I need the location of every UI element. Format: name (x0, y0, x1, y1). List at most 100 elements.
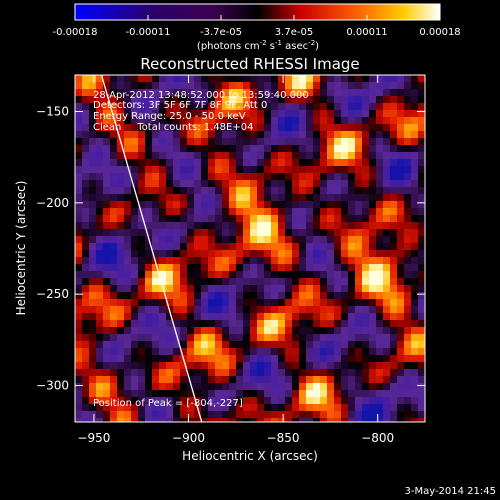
heatmap-cell (201, 82, 209, 90)
heatmap-cell (173, 159, 181, 167)
heatmap-cell (404, 257, 412, 265)
heatmap-cell (362, 404, 370, 412)
colorbar-tick-label: -3.7e-05 (200, 27, 242, 38)
heatmap-cell (341, 208, 349, 216)
heatmap-cell (194, 250, 202, 258)
heatmap-cell (201, 320, 209, 328)
heatmap-cell (173, 397, 181, 405)
heatmap-cell (257, 166, 265, 174)
heatmap-cell (166, 299, 174, 307)
heatmap-cell (292, 250, 300, 258)
heatmap-cell (131, 82, 139, 90)
heatmap-cell (341, 306, 349, 314)
heatmap-cell (411, 278, 419, 286)
heatmap-cell (264, 341, 272, 349)
heatmap-cell (299, 75, 307, 83)
heatmap-cell (229, 145, 237, 153)
heatmap-cell (264, 355, 272, 363)
heatmap-cell (194, 138, 202, 146)
heatmap-cell (124, 215, 132, 223)
heatmap-cell (124, 292, 132, 300)
heatmap-cell (201, 397, 209, 405)
heatmap-cell (152, 369, 160, 377)
heatmap-cell (236, 299, 244, 307)
heatmap-cell (215, 103, 223, 111)
heatmap-cell (96, 264, 104, 272)
heatmap-cell (103, 243, 111, 251)
heatmap-cell (75, 355, 83, 363)
heatmap-cell (243, 306, 251, 314)
heatmap-cell (215, 271, 223, 279)
heatmap-cell (306, 348, 314, 356)
heatmap-cell (362, 397, 370, 405)
heatmap-cell (103, 355, 111, 363)
heatmap-cell (278, 313, 286, 321)
heatmap-cell (89, 222, 97, 230)
heatmap-cell (96, 201, 104, 209)
heatmap-cell (271, 124, 279, 132)
heatmap-cell (236, 327, 244, 335)
heatmap-cell (285, 320, 293, 328)
heatmap-cell (145, 313, 153, 321)
heatmap-cell (173, 145, 181, 153)
heatmap-cell (152, 222, 160, 230)
heatmap-cell (299, 124, 307, 132)
heatmap-cell (306, 236, 314, 244)
heatmap-cell (75, 257, 83, 265)
heatmap-cell (404, 75, 412, 83)
heatmap-cell (278, 278, 286, 286)
heatmap-cell (299, 383, 307, 391)
heatmap-cell (187, 369, 195, 377)
heatmap-cell (138, 243, 146, 251)
heatmap-cell (222, 320, 230, 328)
heatmap-cell (369, 117, 377, 125)
heatmap-cell (313, 138, 321, 146)
heatmap-cell (145, 201, 153, 209)
heatmap-cell (369, 320, 377, 328)
heatmap-cell (313, 222, 321, 230)
heatmap-cell (306, 327, 314, 335)
heatmap-cell (201, 362, 209, 370)
heatmap-cell (152, 229, 160, 237)
heatmap-cell (215, 278, 223, 286)
heatmap-cell (376, 376, 384, 384)
heatmap-cell (117, 264, 125, 272)
heatmap-cell (292, 341, 300, 349)
heatmap-cell (215, 264, 223, 272)
heatmap-cell (173, 348, 181, 356)
heatmap-cell (313, 264, 321, 272)
heatmap-cell (159, 390, 167, 398)
heatmap-cell (131, 397, 139, 405)
heatmap-cell (117, 159, 125, 167)
heatmap-cell (299, 236, 307, 244)
heatmap-cell (299, 180, 307, 188)
heatmap-cell (250, 82, 258, 90)
heatmap-cell (418, 250, 425, 258)
heatmap-cell (75, 124, 83, 132)
heatmap-cell (327, 110, 335, 118)
heatmap-cell (278, 383, 286, 391)
heatmap-cell (334, 299, 342, 307)
heatmap-cell (103, 327, 111, 335)
heatmap-cell (103, 250, 111, 258)
heatmap-cell (215, 96, 223, 104)
heatmap-cell (369, 313, 377, 321)
heatmap-cell (96, 215, 104, 223)
heatmap-cell (334, 397, 342, 405)
heatmap-cell (208, 257, 216, 265)
heatmap-cell (159, 250, 167, 258)
heatmap-cell (201, 243, 209, 251)
heatmap-cell (89, 383, 97, 391)
heatmap-cell (187, 243, 195, 251)
heatmap-cell (89, 82, 97, 90)
heatmap-cell (131, 411, 139, 419)
heatmap-cell (131, 103, 139, 111)
heatmap-cell (390, 152, 398, 160)
heatmap-cell (138, 404, 146, 412)
heatmap-cell (264, 313, 272, 321)
heatmap-cell (152, 117, 160, 125)
heatmap-cell (369, 89, 377, 97)
heatmap-cell (117, 75, 125, 83)
heatmap-cell (250, 376, 258, 384)
heatmap-cell (208, 250, 216, 258)
